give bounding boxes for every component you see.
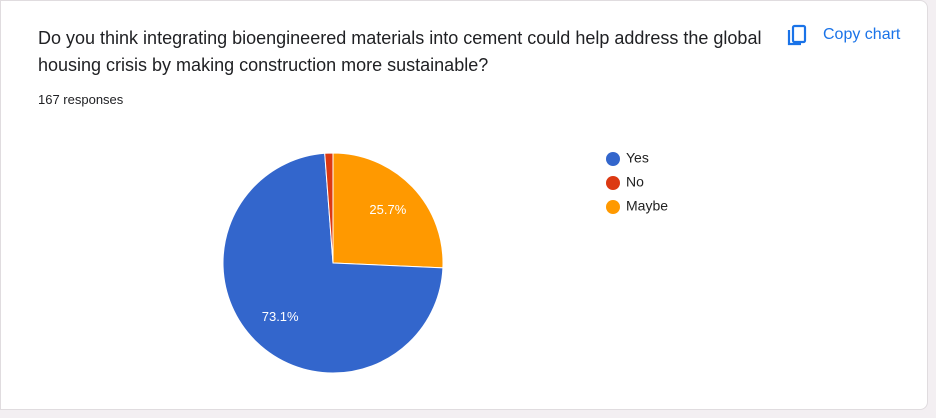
question-title: Do you think integrating bioengineered m… <box>38 28 762 75</box>
slice-label: 25.7% <box>369 202 406 217</box>
copy-icon <box>787 24 807 46</box>
chart: 25.7% 73.1% Yes No Maybe <box>222 150 668 374</box>
card: Do you think integrating bioengineered m… <box>0 0 928 410</box>
copy-chart-button[interactable]: Copy chart <box>785 21 900 49</box>
legend-marker <box>606 200 620 214</box>
pie-slice <box>324 152 334 264</box>
legend-label: No <box>626 174 644 190</box>
pie-slice <box>332 152 444 269</box>
response-count: 167 responses <box>38 92 124 107</box>
legend-marker <box>606 152 620 166</box>
legend-label: Yes <box>626 150 649 166</box>
copy-chart-label: Copy chart <box>823 26 901 43</box>
legend-marker <box>606 176 620 190</box>
legend-label: Maybe <box>626 198 668 214</box>
slice-label: 73.1% <box>262 309 299 324</box>
pie-slice <box>222 152 444 374</box>
